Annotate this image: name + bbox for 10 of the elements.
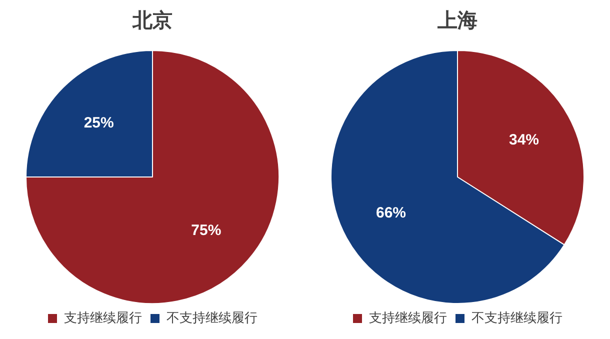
- data-label: 34%: [508, 132, 540, 149]
- data-label: 66%: [376, 204, 406, 222]
- legend-label: 不支持继续履行: [166, 310, 258, 326]
- data-label: 25%: [84, 114, 114, 132]
- chart-title: 北京: [132, 8, 172, 32]
- chart-title: 上海: [436, 8, 478, 32]
- data-label: 75%: [191, 222, 222, 239]
- legend-label: 支持继续履行: [64, 310, 142, 326]
- legend-label: 不支持继续履行: [472, 310, 562, 326]
- legend-label: 支持继续履行: [369, 310, 447, 326]
